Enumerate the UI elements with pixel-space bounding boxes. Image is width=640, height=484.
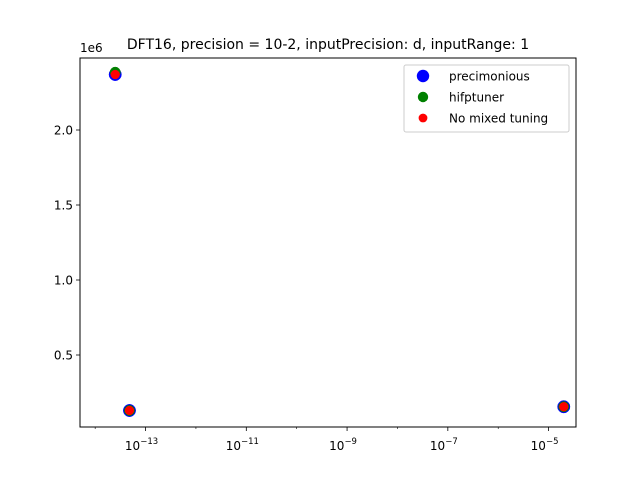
x-axis-ticks: 10−13 10−11 10−9 10−7 10−5: [94, 427, 559, 453]
y-tick-label: 0.5: [54, 349, 73, 363]
legend-label: No mixed tuning: [449, 112, 548, 126]
y-axis-offset-label: 1e6: [80, 41, 103, 55]
y-tick-label: 1.5: [54, 199, 73, 213]
x-tick-label: 10−5: [531, 437, 559, 453]
data-point: [124, 405, 135, 416]
x-tick-label: 10−9: [329, 437, 357, 453]
data-point: [110, 69, 120, 80]
legend: precimonious hifptuner No mixed tuning: [403, 64, 570, 133]
data-points: [108, 66, 571, 417]
legend-box: [403, 64, 570, 133]
y-tick-label: 2.0: [54, 124, 73, 138]
legend-label: precimonious: [449, 70, 530, 84]
x-tick-label: 10−13: [125, 437, 158, 453]
plot-frame: [79, 57, 577, 428]
legend-marker: [416, 69, 430, 83]
y-tick-label: 1.0: [54, 274, 73, 288]
legend-label: hifptuner: [449, 91, 504, 105]
data-point: [559, 402, 569, 412]
legend-marker: [418, 113, 428, 123]
x-tick-label: 10−7: [430, 437, 458, 453]
chart-title: DFT16, precision = 10-2, inputPrecision:…: [127, 37, 529, 53]
x-tick-label: 10−11: [226, 437, 259, 453]
y-axis-ticks: 0.5 1.0 1.5 2.0: [54, 124, 80, 363]
legend-marker: [417, 91, 429, 103]
